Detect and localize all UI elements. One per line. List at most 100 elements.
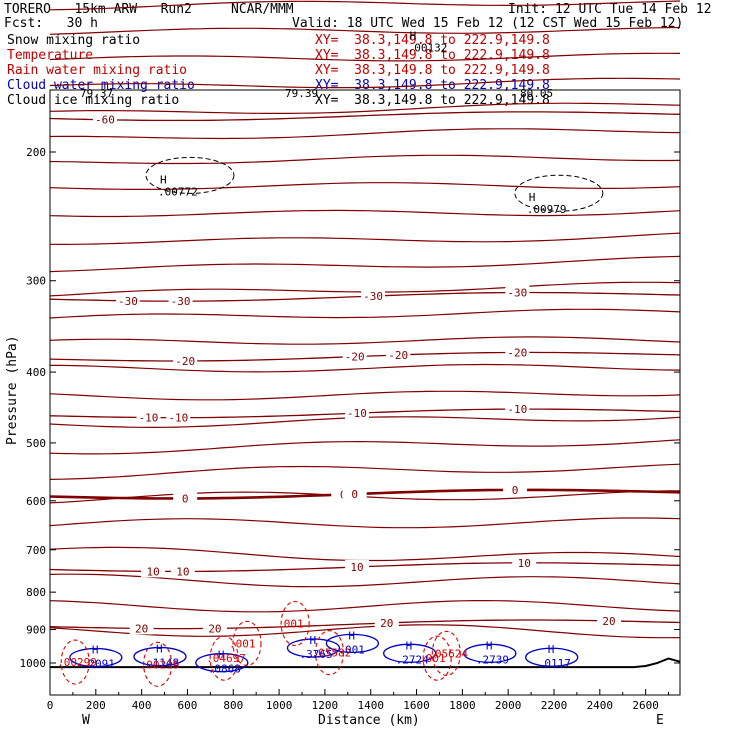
contour-labels: -30-30-30-30-20-20-20-20-10-10-10-100000…	[57, 29, 621, 676]
isotherm-line	[49, 624, 681, 639]
isotherm-label: -60	[95, 114, 115, 127]
cloud-water-max-marker: H	[92, 644, 99, 657]
cloud-water-contour	[286, 638, 341, 658]
isotherm-label-bg	[503, 482, 528, 496]
x-tick-label: 0	[47, 699, 54, 712]
isotherm-label: 10	[176, 565, 189, 578]
isotherm-label: -20	[345, 351, 365, 364]
isotherm-label: -10	[507, 403, 527, 416]
plot-frame	[49, 89, 681, 696]
isotherm-line	[49, 439, 681, 455]
rain-water-contour	[143, 641, 173, 687]
isotherm-line	[49, 517, 681, 529]
isotherm-label-bg	[136, 410, 161, 424]
isotherm-label-bg	[173, 354, 198, 368]
cloud-water-max-label: .1148	[146, 657, 179, 670]
isotherm-label: 10	[146, 565, 159, 578]
isotherm-label: 20	[135, 622, 148, 635]
y-axis-label: Pressure (hPa)	[5, 335, 20, 445]
cloud-ice-max-label: .00772	[158, 185, 198, 198]
cloud-water-contour	[69, 647, 123, 668]
forecast-hour: Fcst: 30 h	[4, 17, 98, 31]
isotherm-label-bg	[505, 345, 530, 359]
rain-water-contour	[280, 600, 310, 647]
cloud-water-contour	[133, 646, 187, 667]
cloud-water-max-marker: H	[309, 634, 316, 647]
cloud-water-max-label: .2724	[396, 653, 429, 666]
isotherm-label: -10	[139, 412, 159, 425]
isotherm-label-bg	[344, 559, 369, 573]
isotherm-line	[49, 308, 681, 319]
temperature-isotherms	[49, 0, 681, 639]
isotherm-label-bg	[374, 615, 399, 629]
x-tick-label: 1400	[357, 699, 384, 712]
cloud-water-max-marker: H	[156, 643, 163, 656]
isotherm-line	[49, 546, 681, 562]
cloud-ice-contour	[514, 174, 604, 212]
isotherm-label: 20	[208, 622, 221, 635]
isotherm-label-bg	[361, 289, 386, 303]
y-tick-label: 900	[26, 624, 46, 637]
legend-cloud-ice: Cloud ice mixing ratio	[7, 93, 180, 108]
x-tick-label: 1000	[266, 699, 293, 712]
isotherm-line	[49, 102, 681, 114]
legend-snow-xy: XY= 38.3,149.8 to 222.9,149.8	[315, 33, 550, 48]
cloud-water-max-marker: H	[348, 629, 355, 642]
y-tick-label: 1000	[20, 657, 47, 670]
legend-snow: Snow mixing ratio	[7, 33, 141, 48]
isotherm-line	[49, 573, 681, 588]
isotherm-label-bg	[344, 406, 369, 420]
cloud-water-max-label: .0868	[208, 663, 241, 676]
isotherm-line	[49, 52, 681, 62]
isotherm-label-bg	[141, 564, 166, 578]
isotherm-label-bg	[170, 564, 195, 578]
rain-water-contour	[209, 635, 239, 681]
rain-water-max-label: .001	[229, 637, 256, 650]
valid-time: Valid: 18 UTC Wed 15 Feb 12 (12 CST Wed …	[292, 16, 684, 31]
rain-water-contour	[60, 639, 90, 685]
x-tick-label: 1600	[403, 699, 430, 712]
isotherm-line	[49, 232, 681, 246]
legend-cloud-water: Cloud water mixing ratio	[7, 78, 195, 93]
cloud-water-contour	[525, 647, 579, 667]
isotherm-label: -30	[171, 295, 191, 308]
isotherm-label: -10	[347, 407, 367, 420]
isotherm-label: 0	[512, 484, 519, 497]
fcst-value: 30 h	[66, 16, 98, 31]
cloud-water-contour	[195, 653, 249, 673]
top-edge-label: 80.05	[520, 87, 553, 100]
cloud-water-max-label: .2091	[82, 658, 115, 671]
isotherm-line	[49, 154, 681, 165]
isotherm-label-bg	[173, 491, 198, 505]
isotherm-line	[49, 600, 681, 613]
rain-water-max-label: .04697	[206, 652, 246, 665]
west-label: W	[82, 713, 90, 728]
x-tick-label: 1800	[449, 699, 476, 712]
isotherm-line	[49, 26, 681, 35]
y-tick-label: 700	[26, 544, 46, 557]
isotherm-line	[49, 182, 681, 190]
isotherm-label-bg	[202, 621, 227, 635]
isotherm-label: -20	[175, 355, 195, 368]
y-tick-label: 500	[26, 437, 46, 450]
isotherm-label: 10	[350, 561, 363, 574]
x-tick-label: 400	[132, 699, 152, 712]
rain-water-contour	[422, 635, 452, 681]
cloud-ice-max-marker: H	[160, 173, 167, 186]
cloud-water-max-marker: H	[218, 649, 225, 662]
rain-water-max-label: .00219	[140, 658, 180, 671]
rain-water-max-label: .05624	[428, 647, 468, 660]
isotherm-label-bg	[505, 402, 530, 416]
isotherm-label: 20	[380, 617, 393, 630]
x-tick-label: 800	[223, 699, 243, 712]
isotherm-label: -20	[507, 346, 527, 359]
isotherm-label-bg	[512, 555, 537, 569]
cloud-water-max-label: .001	[338, 643, 365, 656]
y-tick-label: 600	[26, 495, 46, 508]
y-tick-label: 800	[26, 586, 46, 599]
isotherm-label-bg	[596, 613, 621, 627]
isotherm-label: 0	[182, 492, 189, 505]
isotherm-label: 10	[518, 557, 531, 570]
rain-water-contour	[232, 620, 262, 666]
